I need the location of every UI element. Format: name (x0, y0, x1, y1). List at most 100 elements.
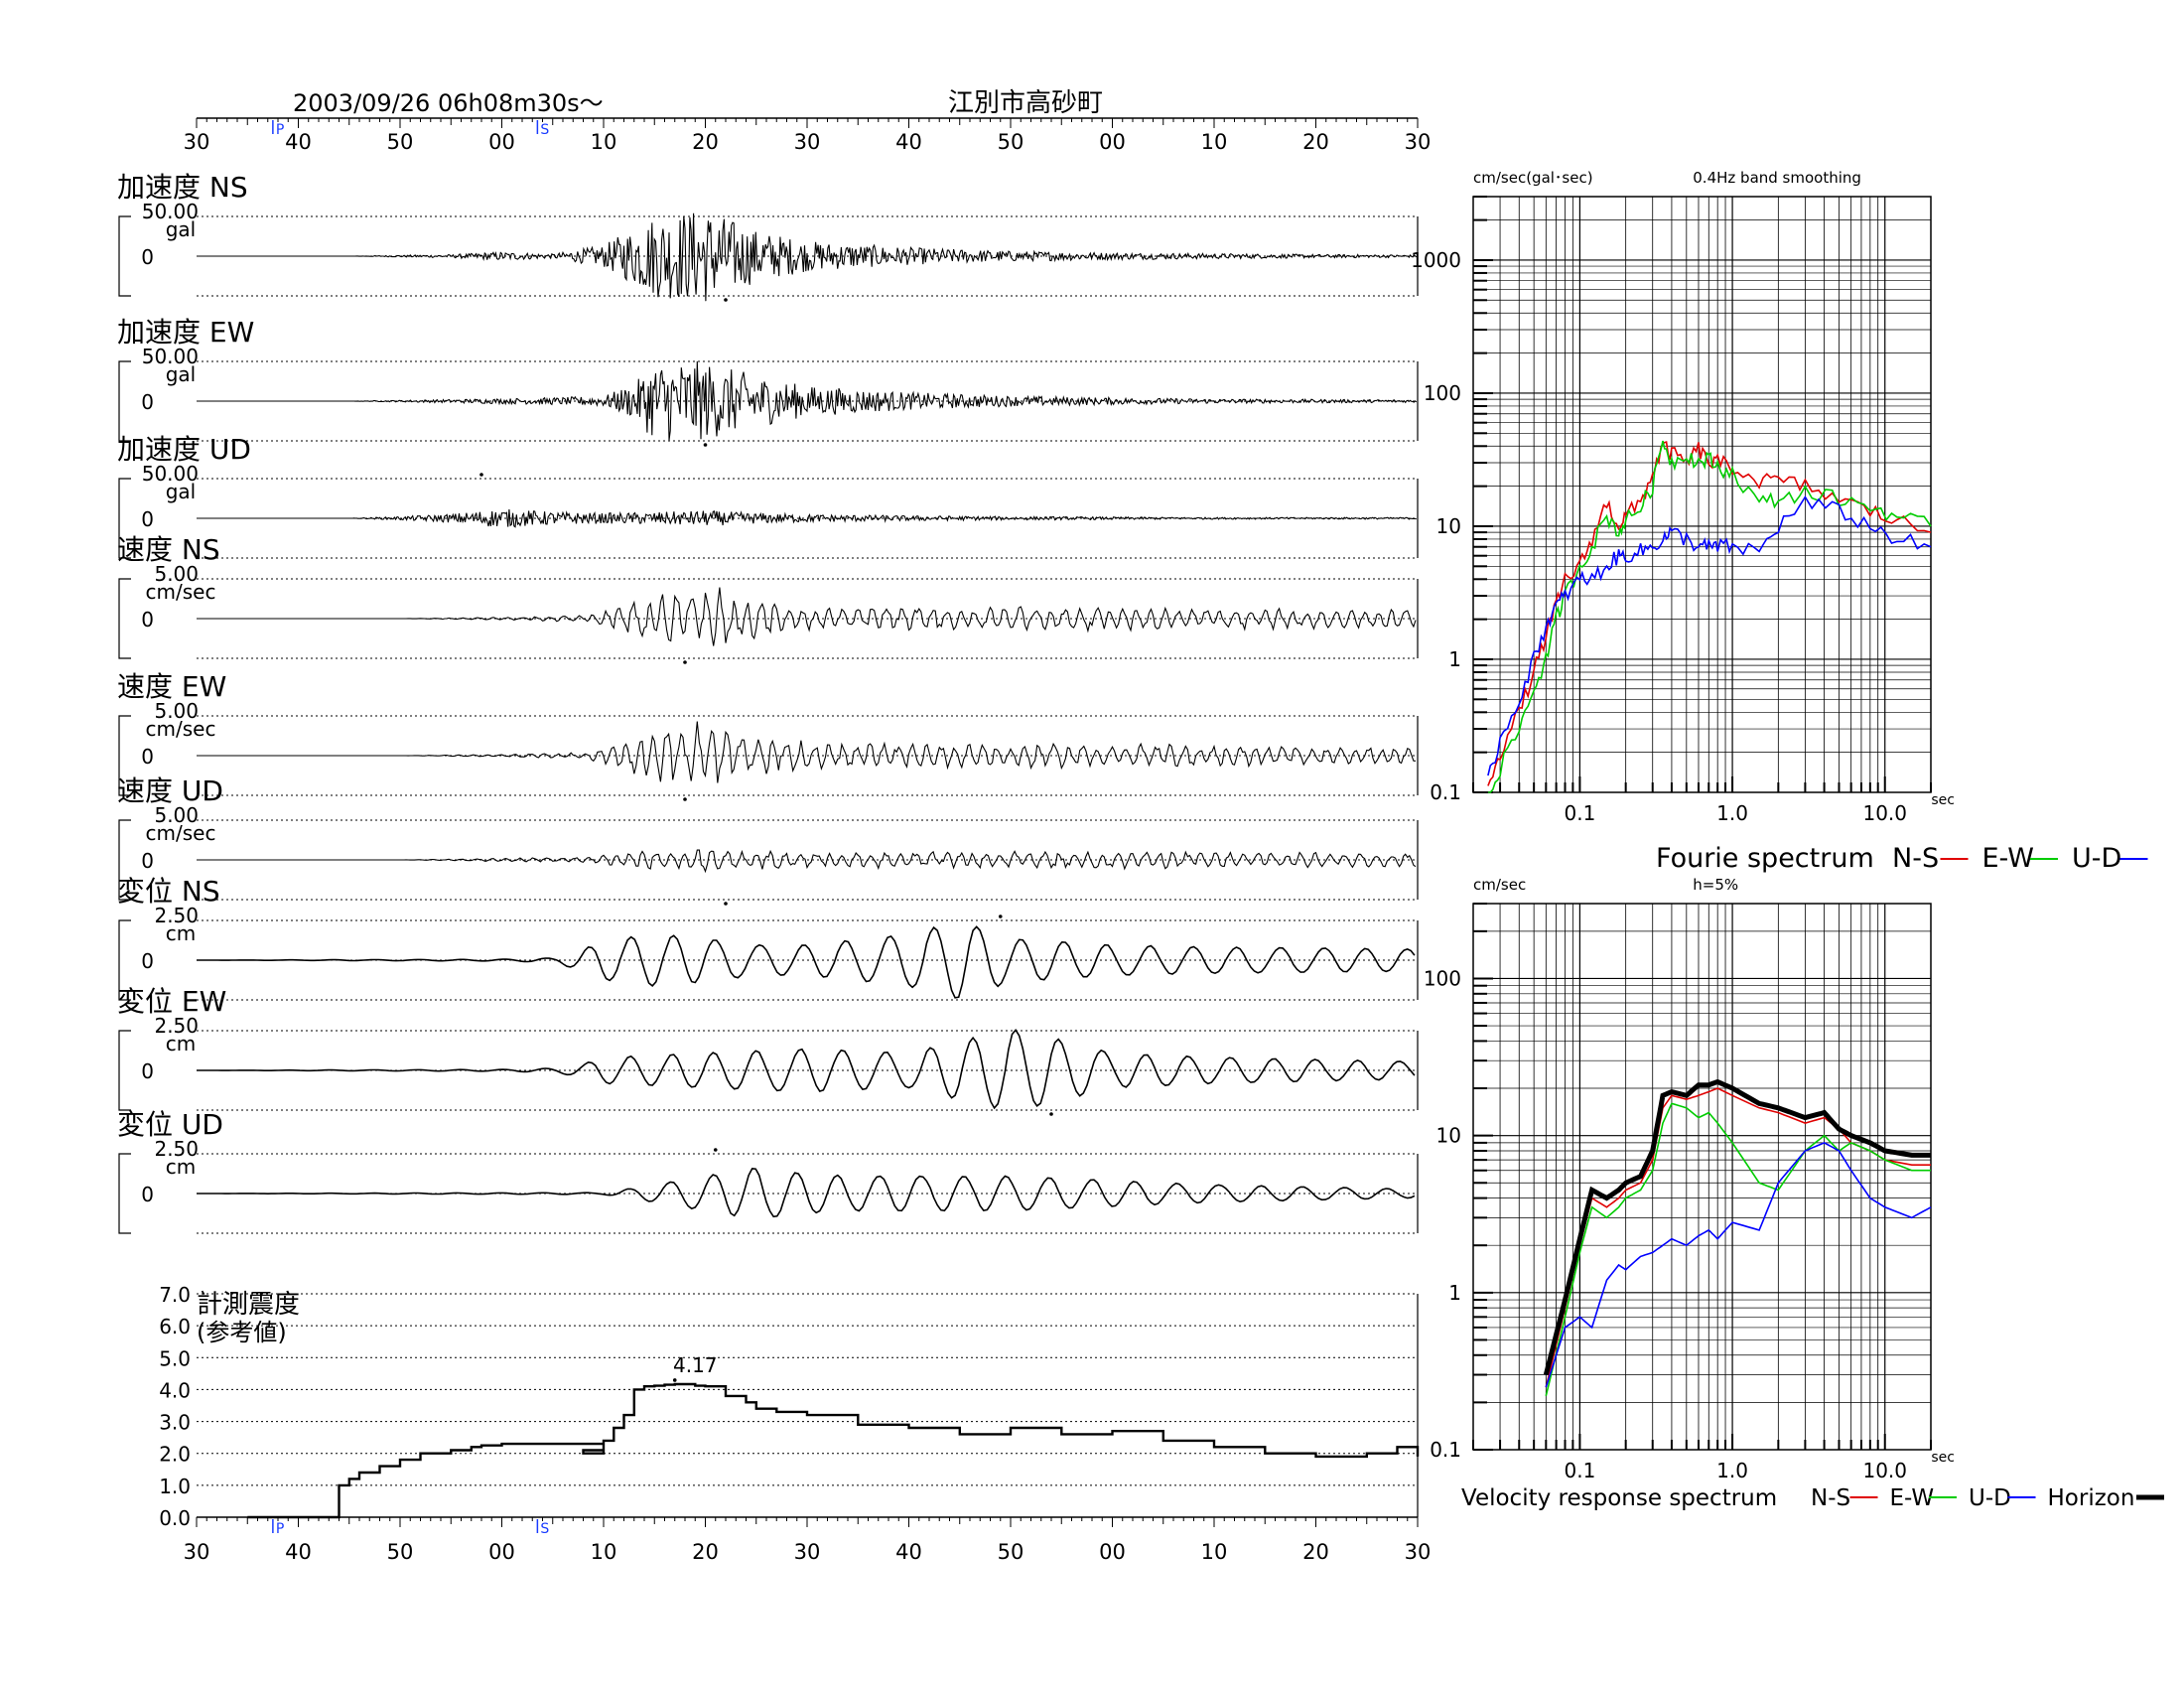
zero-label: 0 (141, 949, 154, 973)
intensity-tick-label: 6.0 (159, 1315, 191, 1338)
unit-label: cm (166, 1032, 196, 1055)
y-tick-label: 1 (1448, 647, 1461, 671)
plot-note: h=5% (1693, 876, 1738, 894)
intensity-trace (247, 1382, 1420, 1519)
x-unit-label: sec (1931, 1450, 1955, 1466)
top-tick-label: 30 (794, 130, 821, 154)
scale-label: 2.50 (154, 1014, 199, 1038)
legend: Fourie spectrum N-S E-W U-D (1656, 843, 2148, 874)
bottom-s-label: S (540, 1521, 549, 1537)
y-tick-label: 100 (1424, 966, 1461, 990)
series-n-s-line (1545, 1087, 1931, 1388)
trace-title: 変位 EW (117, 985, 226, 1018)
trace-title: 変位 UD (117, 1108, 223, 1141)
legend-label: Horizon (2048, 1485, 2135, 1511)
scale-label: 5.00 (154, 803, 199, 827)
scale-label: 2.50 (154, 1137, 199, 1161)
x-tick-label: 0.1 (1565, 1459, 1596, 1482)
bottom-tick-label: 20 (692, 1540, 719, 1564)
zero-label: 0 (141, 390, 154, 414)
trace-title: 速度 UD (117, 774, 223, 807)
intensity-tick-label: 5.0 (159, 1346, 191, 1370)
top-tick-label: 50 (998, 130, 1024, 154)
top-tick-label: 00 (488, 130, 515, 154)
bottom-tick-label: 30 (794, 1540, 821, 1564)
top-time-axis: 30 40 50 00 10 20 30 40 50 00 10 20 30 P S (184, 117, 1432, 154)
x-tick-label: 10.0 (1862, 1459, 1907, 1482)
peak-dot (998, 914, 1003, 918)
station-label: 江別市高砂町 (948, 88, 1103, 118)
scale-bracket (118, 715, 131, 796)
zero-label: 0 (141, 849, 154, 873)
scale-bracket (118, 578, 131, 659)
top-tick-label: 30 (184, 130, 210, 154)
legend-label: U-D (1969, 1485, 2011, 1511)
series-horizon-line (1543, 1078, 1931, 1376)
scale-bracket (118, 1153, 131, 1234)
x-tick-label: 1.0 (1716, 1459, 1748, 1482)
top-s-label: S (540, 122, 549, 138)
zero-label: 0 (141, 245, 154, 269)
unit-label: cm/sec (146, 580, 216, 604)
top-p-label: P (276, 122, 284, 138)
trace-title: 速度 NS (117, 533, 220, 566)
peak-dot (713, 1148, 718, 1152)
y-tick-label: 0.1 (1430, 780, 1461, 804)
bottom-tick-label: 30 (184, 1540, 210, 1564)
trace-title: 速度 EW (117, 670, 226, 703)
series-u-d-line (1545, 1142, 1932, 1388)
y-tick-label: 10 (1436, 1124, 1461, 1148)
intensity-subtitle: (参考値) (197, 1319, 287, 1346)
scale-label: 5.00 (154, 562, 199, 586)
zero-label: 0 (141, 608, 154, 632)
series-u-d-line (1487, 494, 1932, 776)
legend-label: N-S (1811, 1485, 1850, 1511)
zero-label: 0 (141, 745, 154, 769)
zero-label: 0 (141, 1183, 154, 1206)
plot-note: 0.4Hz band smoothing (1693, 169, 1861, 187)
top-tick-label: 00 (1099, 130, 1126, 154)
scale-label: 2.50 (154, 904, 199, 927)
bottom-tick-label: 00 (488, 1540, 515, 1564)
top-tick-label: 20 (692, 130, 719, 154)
peak-dot (683, 660, 687, 664)
peak-dot (683, 797, 687, 801)
peak-dot (479, 473, 483, 477)
bottom-tick-label: 30 (1405, 1540, 1432, 1564)
peak-dot (724, 298, 728, 302)
y-tick-label: 100 (1424, 381, 1461, 405)
scale-bracket (118, 1030, 131, 1111)
trace-title: 加速度 NS (117, 171, 248, 204)
intensity-peak-dot (672, 1378, 677, 1382)
top-tick-label: 30 (1405, 130, 1432, 154)
intensity-tick-label: 2.0 (159, 1443, 191, 1467)
top-tick-label: 50 (387, 130, 414, 154)
top-tick-label: 20 (1302, 130, 1329, 154)
peak-dot (724, 902, 728, 906)
bottom-tick-label: 00 (1099, 1540, 1126, 1564)
trace-title: 変位 NS (117, 875, 220, 908)
bottom-p-label: P (276, 1521, 284, 1537)
legend-title: Velocity response spectrum (1461, 1485, 1777, 1511)
waveform-trace (197, 212, 1418, 302)
series-e-w-line (1545, 1102, 1931, 1396)
scale-bracket (118, 919, 131, 1001)
waveform-trace (197, 925, 1416, 999)
y-tick-label: 1 (1448, 1281, 1461, 1305)
scale-label: 50.00 (142, 345, 199, 368)
waveform-trace (197, 849, 1417, 874)
scale-label: 50.00 (142, 462, 199, 486)
plot-frame (1472, 196, 1932, 793)
unit-label: gal (166, 480, 197, 503)
unit-label: cm/sec (146, 717, 216, 741)
trace-title: 加速度 UD (117, 433, 251, 466)
legend: Velocity response spectrum N-S E-W U-D Horiz… (1461, 1485, 2164, 1511)
header: 2003/09/26 06h08m30s～ 江別市高砂町 (293, 88, 1103, 118)
